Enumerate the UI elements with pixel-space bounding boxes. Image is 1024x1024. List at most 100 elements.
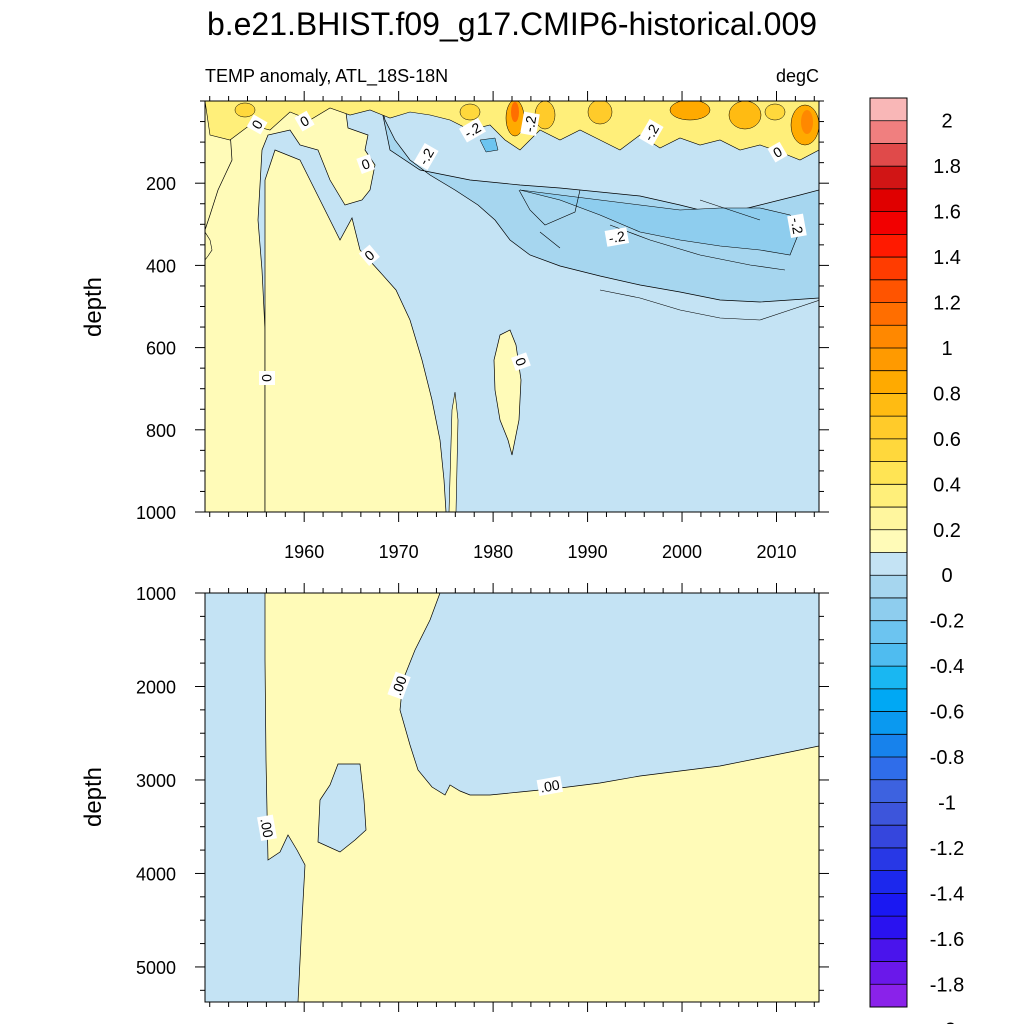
contour-label: 0: [358, 244, 380, 266]
colorbar-label: 1: [941, 338, 952, 360]
colorbar-swatch: [870, 620, 907, 644]
colorbar-swatch: [870, 211, 907, 235]
colorbar-swatch: [870, 666, 907, 690]
colorbar-swatch: [870, 734, 907, 758]
colorbar-label: -1.8: [930, 974, 964, 996]
bottom-contour-labels: .00 .00 .00: [257, 671, 564, 842]
y-tick-label: 4000: [136, 864, 176, 884]
y-tick-label: 800: [146, 421, 176, 441]
colorbar-label: 2: [941, 111, 952, 133]
top-fill-hotspot: [728, 101, 762, 130]
bottom-axes: 1000 2000 3000 4000 5000: [136, 583, 829, 1012]
colorbar-swatch: [870, 484, 907, 508]
colorbar-label: -2: [938, 1020, 956, 1024]
colorbar-swatch: [870, 961, 907, 985]
contour-label: .00: [536, 776, 564, 796]
colorbar-swatch: [870, 507, 907, 531]
colorbar-swatch: [870, 893, 907, 917]
colorbar-swatch: [870, 847, 907, 871]
bottom-fill-neg-island: [317, 763, 367, 853]
contour-label: -.2: [638, 118, 664, 147]
contour-label: 0: [511, 352, 531, 371]
top-fill-hotspot: [669, 101, 711, 121]
colorbar-swatch: [870, 757, 907, 781]
svg-text:-.2: -.2: [607, 228, 626, 247]
colorbar-label: 1.8: [933, 156, 961, 178]
bottom-ylabel: depth: [80, 767, 107, 827]
top-fill-hotspot: [459, 103, 481, 121]
colorbar-label: 0.8: [933, 383, 961, 405]
contour-label: .00: [257, 814, 277, 842]
top-fill-hotspot: [764, 103, 786, 121]
svg-text:-.2: -.2: [788, 216, 807, 235]
colorbar-label: -0.4: [930, 656, 964, 678]
colorbar-swatch: [870, 461, 907, 485]
colorbar-label: 0.4: [933, 474, 961, 496]
colorbar-swatch: [870, 870, 907, 894]
y-tick-label: 200: [146, 174, 176, 194]
colorbar-swatch: [870, 438, 907, 462]
colorbar-label: -0.8: [930, 747, 964, 769]
colorbar-swatch: [870, 166, 907, 190]
y-tick-label: 2000: [136, 677, 176, 697]
chart-title: b.e21.BHIST.f09_g17.CMIP6-historical.009: [207, 6, 817, 42]
colorbar-swatch: [870, 552, 907, 576]
svg-text:-.2: -.2: [521, 114, 540, 133]
bottom-panel: .00 .00 .00 1000 2000 3000 4000 5000 depth: [80, 583, 829, 1012]
colorbar-swatch: [870, 984, 907, 1008]
y-tick-label: 1000: [136, 503, 176, 523]
top-fill-hotspot: [511, 102, 519, 122]
svg-text:-.2: -.2: [461, 119, 483, 141]
svg-text:.00: .00: [539, 776, 561, 795]
colorbar-swatch: [870, 711, 907, 735]
colorbar-swatch: [870, 802, 907, 826]
top-ylabel: depth: [80, 277, 107, 337]
colorbar-label: -1.4: [930, 883, 964, 905]
colorbar-swatch: [870, 98, 907, 122]
contour-label: -.2: [604, 227, 630, 247]
top-fill-neg-patch: [479, 137, 499, 153]
y-tick-label: 3000: [136, 771, 176, 791]
contour-label: -.2: [787, 213, 807, 239]
svg-text:-.2: -.2: [640, 121, 662, 143]
colorbar-label: -1: [938, 792, 956, 814]
chart-subtitle-right: degC: [776, 66, 819, 86]
chart-subtitle-left: TEMP anomaly, ATL_18S-18N: [205, 66, 448, 87]
top-fill-pos-thin: [448, 391, 459, 512]
colorbar-label: -1.2: [930, 838, 964, 860]
colorbar-swatch: [870, 597, 907, 621]
colorbar-swatch: [870, 347, 907, 371]
colorbar-label: 0.2: [933, 520, 961, 542]
colorbar-swatch: [870, 302, 907, 326]
colorbar-label: 1.4: [933, 247, 961, 269]
colorbar-label: -1.6: [930, 929, 964, 951]
colorbar-frame: [869, 97, 908, 1008]
contour-label: .00: [387, 671, 411, 700]
colorbar-swatch: [870, 393, 907, 417]
colorbar-swatch: [870, 416, 907, 440]
x-tick-label: 1980: [473, 542, 513, 562]
y-tick-label: 600: [146, 339, 176, 359]
top-contour-line: [205, 231, 213, 261]
colorbar-swatch: [870, 188, 907, 212]
svg-text:0: 0: [259, 374, 275, 382]
y-tick-label: 5000: [136, 958, 176, 978]
top-contour-line: [518, 189, 819, 321]
colorbar-swatch: [870, 688, 907, 712]
colorbar: 2 1.8 1.6 1.4 1.2 1 0.8 0.6 0.4 0.2 0 -0.2 -0.4 -0.6 -…: [869, 97, 964, 1024]
colorbar-swatch: [870, 825, 907, 849]
contour-label: 0: [259, 371, 275, 385]
top-fill-hotspot: [234, 102, 256, 118]
colorbar-label: 0: [941, 565, 952, 587]
x-tick-label: 2010: [756, 542, 796, 562]
colorbar-swatch: [870, 643, 907, 667]
top-contour-labels: 0 0 0 0 0 0 0 -.2 -.2 -.2 -.2 -.2 -.2: [246, 110, 807, 385]
top-fill-hotspot: [587, 101, 613, 125]
bottom-fill-neg-left: [205, 593, 306, 1002]
colorbar-swatch: [870, 529, 907, 553]
y-tick-label: 400: [146, 256, 176, 276]
svg-text:-.2: -.2: [415, 145, 437, 167]
colorbar-swatch: [870, 120, 907, 144]
colorbar-label: 1.6: [933, 202, 961, 224]
